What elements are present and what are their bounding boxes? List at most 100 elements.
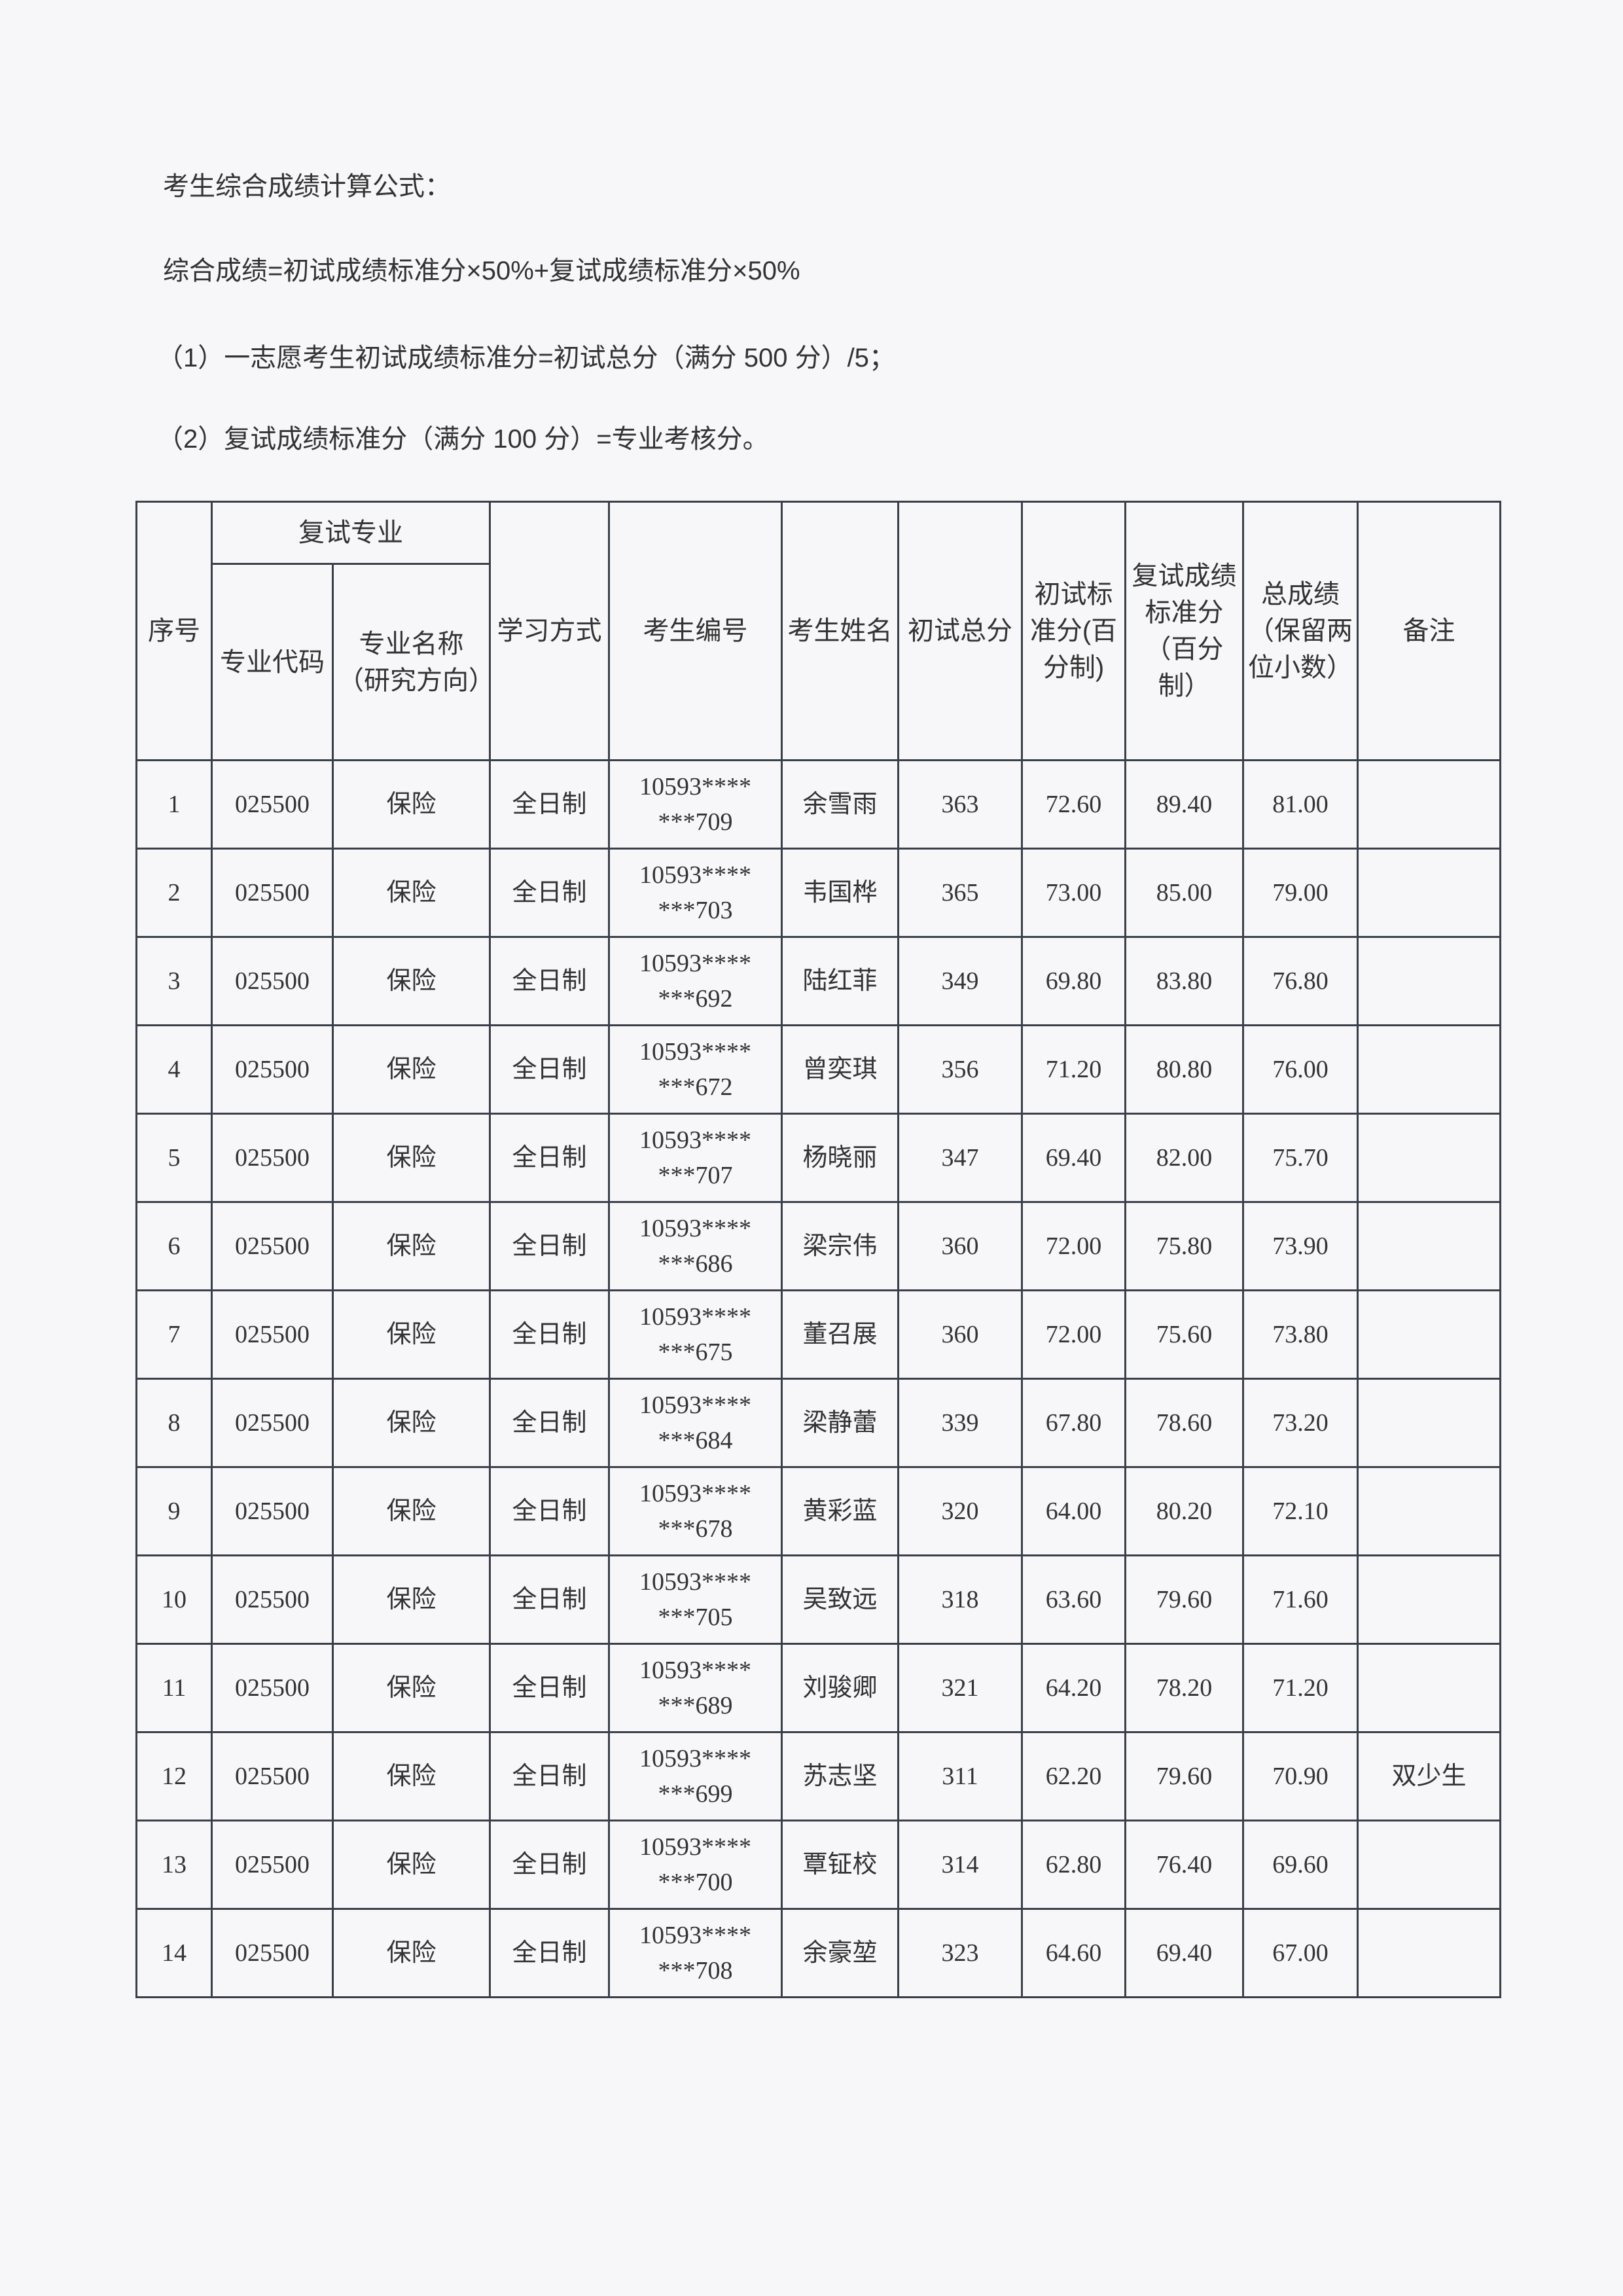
- cell-name: 陆红菲: [781, 936, 899, 1026]
- cell-remark: [1357, 1554, 1501, 1645]
- exam-id-part: ***707: [658, 1162, 733, 1189]
- cell-remark: [1357, 1908, 1501, 1998]
- cell-major-code: 025500: [211, 759, 334, 850]
- table-row: 14 025500 保险 全日制 10593**** ***708 余豪堃 323 64.60 6…: [135, 1908, 1501, 1998]
- cell-retest-std: 75.60: [1124, 1289, 1244, 1380]
- cell-seq: 12: [135, 1731, 213, 1821]
- cell-initial-std: 72.00: [1021, 1289, 1126, 1380]
- table-row: 3 025500 保险 全日制 10593**** ***692 陆红菲 349 69.80 83…: [135, 936, 1501, 1026]
- cell-name: 苏志坚: [781, 1731, 899, 1821]
- header-remark: 备注: [1357, 501, 1501, 761]
- cell-seq: 1: [135, 759, 213, 850]
- cell-total: 76.80: [1242, 936, 1359, 1026]
- cell-study-mode: 全日制: [489, 1554, 610, 1645]
- table-row: 10 025500 保险 全日制 10593**** ***705 吴致远 318 63.60 7…: [135, 1554, 1501, 1645]
- cell-name: 余雪雨: [781, 759, 899, 850]
- header-total: 总成绩（保留两位小数）: [1242, 501, 1359, 761]
- table-row: 9 025500 保险 全日制 10593**** ***678 黄彩蓝 320 64.00 80…: [135, 1466, 1501, 1556]
- cell-retest-std: 78.20: [1124, 1643, 1244, 1733]
- exam-id-part: 10593****: [639, 1922, 751, 1949]
- cell-retest-std: 80.80: [1124, 1024, 1244, 1115]
- cell-major-name: 保险: [332, 1554, 491, 1645]
- table-row: 6 025500 保险 全日制 10593**** ***686 梁宗伟 360 72.00 75…: [135, 1201, 1501, 1291]
- cell-major-code: 025500: [211, 1113, 334, 1203]
- exam-id-part: ***686: [658, 1250, 733, 1278]
- cell-major-code: 025500: [211, 936, 334, 1026]
- cell-major-code: 025500: [211, 1643, 334, 1733]
- table-row: 11 025500 保险 全日制 10593**** ***689 刘骏卿 321 64.20 7…: [135, 1643, 1501, 1733]
- cell-name: 余豪堃: [781, 1908, 899, 1998]
- cell-study-mode: 全日制: [489, 1466, 610, 1556]
- cell-name: 覃钲校: [781, 1820, 899, 1910]
- cell-initial-total: 363: [897, 759, 1023, 850]
- cell-total: 81.00: [1242, 759, 1359, 850]
- formula-note-2: （2）复试成绩标准分（满分 100 分）=专业考核分。: [157, 425, 769, 454]
- cell-remark: [1357, 1466, 1501, 1556]
- score-table: 序号 复试专业 学习方式 考生编号 考生姓名 初试总分 初试标准分(百分制) 复…: [135, 501, 1501, 1998]
- cell-study-mode: 全日制: [489, 936, 610, 1026]
- cell-retest-std: 89.40: [1124, 759, 1244, 850]
- cell-major-code: 025500: [211, 1554, 334, 1645]
- exam-id-part: 10593****: [639, 861, 751, 889]
- cell-initial-total: 360: [897, 1289, 1023, 1380]
- cell-initial-total: 365: [897, 848, 1023, 938]
- cell-study-mode: 全日制: [489, 1378, 610, 1468]
- cell-initial-total: 360: [897, 1201, 1023, 1291]
- cell-major-name: 保险: [332, 759, 491, 850]
- cell-total: 76.00: [1242, 1024, 1359, 1115]
- cell-name: 刘骏卿: [781, 1643, 899, 1733]
- cell-major-code: 025500: [211, 1466, 334, 1556]
- header-study-mode: 学习方式: [489, 501, 610, 761]
- cell-major-code: 025500: [211, 1024, 334, 1115]
- exam-id-part: ***689: [658, 1692, 733, 1719]
- cell-seq: 6: [135, 1201, 213, 1291]
- cell-study-mode: 全日制: [489, 1201, 610, 1291]
- cell-major-name: 保险: [332, 1024, 491, 1115]
- header-major-code: 专业代码: [211, 563, 334, 761]
- cell-total: 67.00: [1242, 1908, 1359, 1998]
- cell-initial-std: 62.80: [1021, 1820, 1126, 1910]
- cell-major-name: 保险: [332, 1908, 491, 1998]
- cell-exam-id: 10593**** ***708: [608, 1908, 783, 1998]
- cell-exam-id: 10593**** ***686: [608, 1201, 783, 1291]
- cell-initial-total: 323: [897, 1908, 1023, 1998]
- cell-exam-id: 10593**** ***678: [608, 1466, 783, 1556]
- exam-id-part: ***675: [658, 1338, 733, 1366]
- cell-exam-id: 10593**** ***705: [608, 1554, 783, 1645]
- header-name: 考生姓名: [781, 501, 899, 761]
- cell-total: 69.60: [1242, 1820, 1359, 1910]
- cell-major-name: 保险: [332, 1201, 491, 1291]
- cell-major-name: 保险: [332, 1820, 491, 1910]
- header-initial-total: 初试总分: [897, 501, 1023, 761]
- cell-total: 71.60: [1242, 1554, 1359, 1645]
- cell-remark: [1357, 1820, 1501, 1910]
- cell-retest-std: 75.80: [1124, 1201, 1244, 1291]
- cell-initial-std: 69.80: [1021, 936, 1126, 1026]
- exam-id-part: 10593****: [639, 1480, 751, 1507]
- cell-initial-std: 64.00: [1021, 1466, 1126, 1556]
- cell-major-code: 025500: [211, 1201, 334, 1291]
- exam-id-part: 10593****: [639, 1038, 751, 1066]
- cell-remark: [1357, 1289, 1501, 1380]
- cell-major-name: 保险: [332, 1643, 491, 1733]
- cell-remark: [1357, 1113, 1501, 1203]
- cell-initial-std: 69.40: [1021, 1113, 1126, 1203]
- cell-seq: 11: [135, 1643, 213, 1733]
- cell-retest-std: 79.60: [1124, 1554, 1244, 1645]
- cell-retest-std: 85.00: [1124, 848, 1244, 938]
- exam-id-part: ***692: [658, 985, 733, 1013]
- table-row: 8 025500 保险 全日制 10593**** ***684 梁静蕾 339 67.80 78…: [135, 1378, 1501, 1468]
- cell-study-mode: 全日制: [489, 759, 610, 850]
- cell-major-name: 保险: [332, 1731, 491, 1821]
- cell-study-mode: 全日制: [489, 1289, 610, 1380]
- exam-id-part: ***705: [658, 1604, 733, 1631]
- cell-seq: 2: [135, 848, 213, 938]
- cell-initial-total: 320: [897, 1466, 1023, 1556]
- cell-study-mode: 全日制: [489, 1643, 610, 1733]
- cell-major-code: 025500: [211, 1908, 334, 1998]
- cell-retest-std: 80.20: [1124, 1466, 1244, 1556]
- header-seq: 序号: [135, 501, 213, 761]
- header-exam-id: 考生编号: [608, 501, 783, 761]
- cell-total: 71.20: [1242, 1643, 1359, 1733]
- cell-seq: 14: [135, 1908, 213, 1998]
